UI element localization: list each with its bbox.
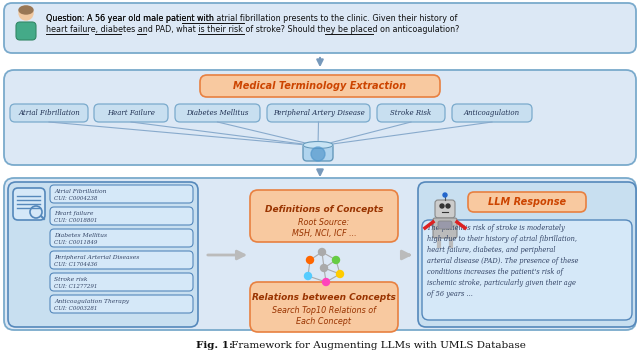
FancyBboxPatch shape <box>94 104 168 122</box>
Text: The patient's risk of stroke is moderately
high due to their history of atrial f: The patient's risk of stroke is moderate… <box>427 224 579 298</box>
Text: Definitions of Concepts: Definitions of Concepts <box>265 206 383 214</box>
Text: CUI: C0004238: CUI: C0004238 <box>54 196 97 201</box>
Text: Framework for Augmenting LLMs with UMLS Database: Framework for Augmenting LLMs with UMLS … <box>227 342 525 350</box>
FancyBboxPatch shape <box>8 182 198 327</box>
Text: Atrial Fibrillation: Atrial Fibrillation <box>54 189 106 194</box>
FancyBboxPatch shape <box>250 190 398 242</box>
Text: Question: A 56 year old male patient with atrial fibrillation presents to the cl: Question: A 56 year old male patient wit… <box>46 14 458 23</box>
FancyBboxPatch shape <box>50 229 193 247</box>
Text: Medical Terminology Extraction: Medical Terminology Extraction <box>234 81 406 91</box>
Ellipse shape <box>19 6 33 20</box>
FancyBboxPatch shape <box>4 3 636 53</box>
FancyBboxPatch shape <box>303 143 333 161</box>
Text: Stroke Risk: Stroke Risk <box>390 109 431 117</box>
Ellipse shape <box>440 204 444 208</box>
Text: CUI: C0018801: CUI: C0018801 <box>54 218 97 223</box>
Text: CUI: C1277291: CUI: C1277291 <box>54 284 97 289</box>
FancyBboxPatch shape <box>13 188 45 220</box>
FancyBboxPatch shape <box>175 104 260 122</box>
Ellipse shape <box>337 271 344 278</box>
FancyBboxPatch shape <box>377 104 445 122</box>
Text: Relations between Concepts: Relations between Concepts <box>252 294 396 302</box>
Ellipse shape <box>307 257 314 263</box>
FancyBboxPatch shape <box>10 104 88 122</box>
Text: Anticoagulation: Anticoagulation <box>464 109 520 117</box>
FancyBboxPatch shape <box>438 221 452 229</box>
FancyBboxPatch shape <box>433 218 457 238</box>
Ellipse shape <box>321 264 328 272</box>
FancyBboxPatch shape <box>422 220 632 320</box>
FancyBboxPatch shape <box>4 70 636 165</box>
Ellipse shape <box>323 279 330 285</box>
Ellipse shape <box>443 193 447 197</box>
Ellipse shape <box>303 142 333 148</box>
Text: Search Top10 Relations of
Each Concept: Search Top10 Relations of Each Concept <box>272 306 376 326</box>
FancyBboxPatch shape <box>250 282 398 332</box>
FancyBboxPatch shape <box>50 273 193 291</box>
FancyBboxPatch shape <box>418 182 636 327</box>
Text: Heart Failure: Heart Failure <box>107 109 155 117</box>
FancyBboxPatch shape <box>468 192 586 212</box>
Ellipse shape <box>333 257 339 263</box>
FancyBboxPatch shape <box>435 200 455 218</box>
FancyBboxPatch shape <box>200 75 440 97</box>
Text: Peripheral Artery Disease: Peripheral Artery Disease <box>273 109 364 117</box>
FancyBboxPatch shape <box>452 104 532 122</box>
FancyBboxPatch shape <box>4 178 636 330</box>
Text: Anticoagulation Therapy: Anticoagulation Therapy <box>54 299 129 304</box>
Text: heart failure, diabetes and PAD, what is their risk of stroke? Should they be pl: heart failure, diabetes and PAD, what is… <box>46 25 460 34</box>
Text: Root Source:
MSH, NCI, ICF ...: Root Source: MSH, NCI, ICF ... <box>292 218 356 238</box>
Text: CUI: C1704436: CUI: C1704436 <box>54 262 97 267</box>
FancyBboxPatch shape <box>267 104 370 122</box>
Text: Heart failure: Heart failure <box>54 211 93 216</box>
Text: LLM Response: LLM Response <box>488 197 566 207</box>
FancyBboxPatch shape <box>50 185 193 203</box>
Text: Question: A 56 year old male patient with: Question: A 56 year old male patient wit… <box>46 14 216 23</box>
Text: CUI: C0011849: CUI: C0011849 <box>54 240 97 245</box>
Ellipse shape <box>19 6 33 14</box>
Ellipse shape <box>311 147 325 161</box>
FancyBboxPatch shape <box>50 251 193 269</box>
Text: Diabetes Mellitus: Diabetes Mellitus <box>54 233 107 238</box>
Text: Atrial Fibrillation: Atrial Fibrillation <box>18 109 80 117</box>
FancyBboxPatch shape <box>50 295 193 313</box>
Text: Peripheral Arterial Diseases: Peripheral Arterial Diseases <box>54 255 140 260</box>
FancyBboxPatch shape <box>16 22 36 40</box>
FancyBboxPatch shape <box>50 207 193 225</box>
Ellipse shape <box>446 204 450 208</box>
Text: Stroke risk: Stroke risk <box>54 277 88 282</box>
Text: Diabetes Mellitus: Diabetes Mellitus <box>186 109 249 117</box>
Ellipse shape <box>305 273 312 279</box>
Ellipse shape <box>319 248 326 256</box>
Text: CUI: C0003281: CUI: C0003281 <box>54 306 97 311</box>
Text: Fig. 1:: Fig. 1: <box>196 342 233 350</box>
